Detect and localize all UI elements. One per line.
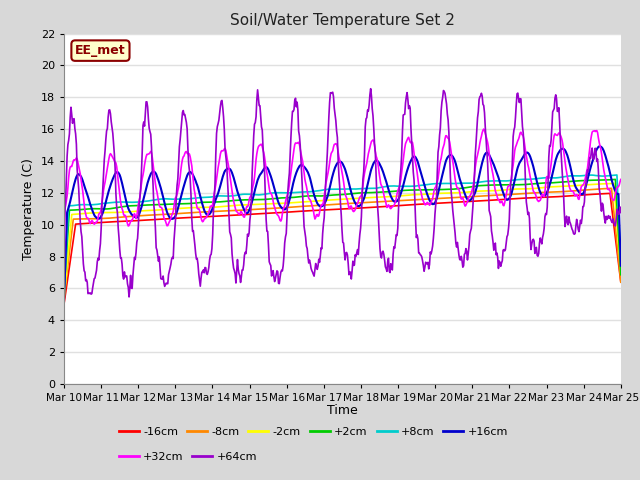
+16cm — [70, 182, 78, 188]
+8cm — [127, 199, 135, 205]
-2cm — [60, 297, 68, 302]
+64cm — [128, 286, 136, 291]
-2cm — [70, 211, 78, 217]
Line: -16cm: -16cm — [64, 193, 621, 304]
+32cm — [70, 157, 78, 163]
+32cm — [214, 170, 221, 176]
Line: +16cm: +16cm — [64, 146, 621, 300]
Title: Soil/Water Temperature Set 2: Soil/Water Temperature Set 2 — [230, 13, 455, 28]
+2cm — [70, 207, 78, 213]
+16cm — [127, 211, 135, 217]
+32cm — [426, 202, 434, 207]
-16cm — [426, 201, 434, 206]
-2cm — [410, 192, 418, 198]
+32cm — [617, 177, 625, 182]
+2cm — [612, 177, 620, 182]
-2cm — [127, 209, 135, 215]
+32cm — [480, 126, 488, 132]
+2cm — [60, 288, 68, 294]
-8cm — [617, 279, 625, 285]
Legend: +32cm, +64cm: +32cm, +64cm — [114, 447, 262, 466]
+64cm — [185, 161, 193, 167]
-8cm — [426, 196, 434, 202]
+16cm — [410, 154, 418, 159]
+64cm — [428, 248, 436, 253]
+8cm — [70, 203, 78, 208]
-2cm — [184, 205, 192, 211]
X-axis label: Time: Time — [327, 405, 358, 418]
Line: +32cm: +32cm — [64, 129, 621, 298]
Line: +64cm: +64cm — [64, 89, 621, 297]
+64cm — [367, 86, 374, 92]
-8cm — [607, 185, 615, 191]
+32cm — [184, 151, 192, 157]
+8cm — [60, 292, 68, 298]
-16cm — [60, 301, 68, 307]
+8cm — [426, 181, 434, 187]
+8cm — [184, 196, 192, 202]
+64cm — [617, 210, 625, 216]
Y-axis label: Temperature (C): Temperature (C) — [22, 158, 35, 260]
Text: EE_met: EE_met — [75, 44, 126, 57]
+2cm — [410, 187, 418, 193]
+64cm — [412, 218, 419, 224]
+2cm — [214, 199, 221, 205]
Line: -8cm: -8cm — [64, 188, 621, 299]
+2cm — [617, 272, 625, 277]
+2cm — [127, 203, 135, 209]
-16cm — [127, 218, 135, 224]
+64cm — [70, 116, 78, 121]
-16cm — [214, 213, 221, 219]
+64cm — [125, 294, 133, 300]
+2cm — [184, 201, 192, 206]
+8cm — [613, 172, 621, 178]
+16cm — [617, 263, 625, 269]
-2cm — [426, 191, 434, 197]
Line: +2cm: +2cm — [64, 180, 621, 291]
+16cm — [184, 171, 192, 177]
-8cm — [214, 208, 221, 214]
+8cm — [617, 259, 625, 265]
+64cm — [60, 230, 68, 236]
-16cm — [184, 215, 192, 220]
-8cm — [184, 210, 192, 216]
-2cm — [610, 180, 618, 186]
+8cm — [214, 193, 221, 199]
-16cm — [617, 279, 625, 285]
+32cm — [127, 217, 135, 223]
+16cm — [60, 298, 68, 303]
-8cm — [60, 296, 68, 301]
-8cm — [410, 197, 418, 203]
Line: -2cm: -2cm — [64, 183, 621, 300]
+32cm — [60, 295, 68, 300]
+2cm — [426, 187, 434, 192]
+8cm — [410, 183, 418, 189]
-2cm — [214, 204, 221, 210]
-16cm — [606, 191, 614, 196]
+16cm — [596, 144, 604, 149]
+16cm — [214, 192, 221, 198]
+64cm — [214, 120, 222, 126]
-8cm — [127, 214, 135, 219]
Line: +8cm: +8cm — [64, 175, 621, 295]
-16cm — [70, 232, 78, 238]
-16cm — [410, 202, 418, 207]
-2cm — [617, 271, 625, 276]
-8cm — [70, 216, 78, 222]
+16cm — [426, 199, 434, 204]
+32cm — [410, 151, 418, 156]
